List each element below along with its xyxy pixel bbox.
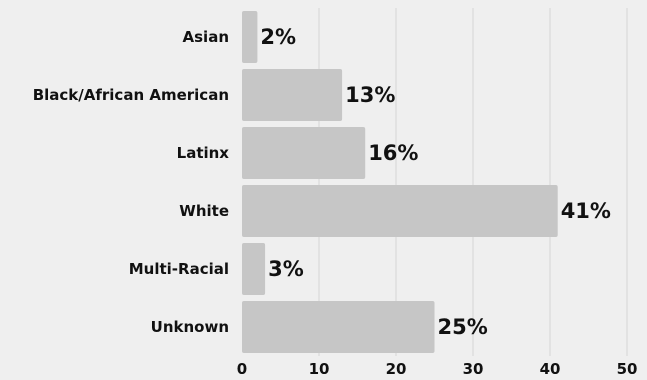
- x-tick-label: 50: [617, 360, 638, 378]
- data-label: 41%: [561, 199, 611, 223]
- x-tick-label: 10: [309, 360, 330, 378]
- bar: [242, 185, 558, 237]
- data-label: 25%: [438, 315, 488, 339]
- bar: [242, 301, 435, 353]
- category-label: Black/African American: [33, 86, 229, 104]
- bar: [242, 11, 258, 63]
- bar: [242, 127, 366, 179]
- x-tick-label: 20: [386, 360, 407, 378]
- category-label: White: [179, 202, 229, 220]
- bar: [242, 69, 343, 121]
- data-label: 2%: [260, 25, 296, 49]
- data-labels: 2% 13% 16% 41% 3% 25%: [260, 25, 611, 339]
- data-label: 3%: [268, 257, 304, 281]
- x-tick-label: 40: [540, 360, 561, 378]
- category-label: Latinx: [177, 144, 230, 162]
- category-labels: Asian Black/African American Latinx White Mu…: [33, 28, 230, 336]
- x-axis-ticks: 0 10 20 30 40 50: [237, 360, 638, 378]
- data-label: 13%: [345, 83, 395, 107]
- category-label: Asian: [183, 28, 229, 46]
- data-label: 16%: [368, 141, 418, 165]
- category-label: Multi-Racial: [129, 260, 229, 278]
- x-tick-label: 0: [237, 360, 247, 378]
- gridlines: [318, 8, 628, 356]
- category-label: Unknown: [151, 318, 229, 336]
- x-tick-label: 30: [463, 360, 484, 378]
- bars: [242, 11, 558, 353]
- bar: [242, 243, 266, 295]
